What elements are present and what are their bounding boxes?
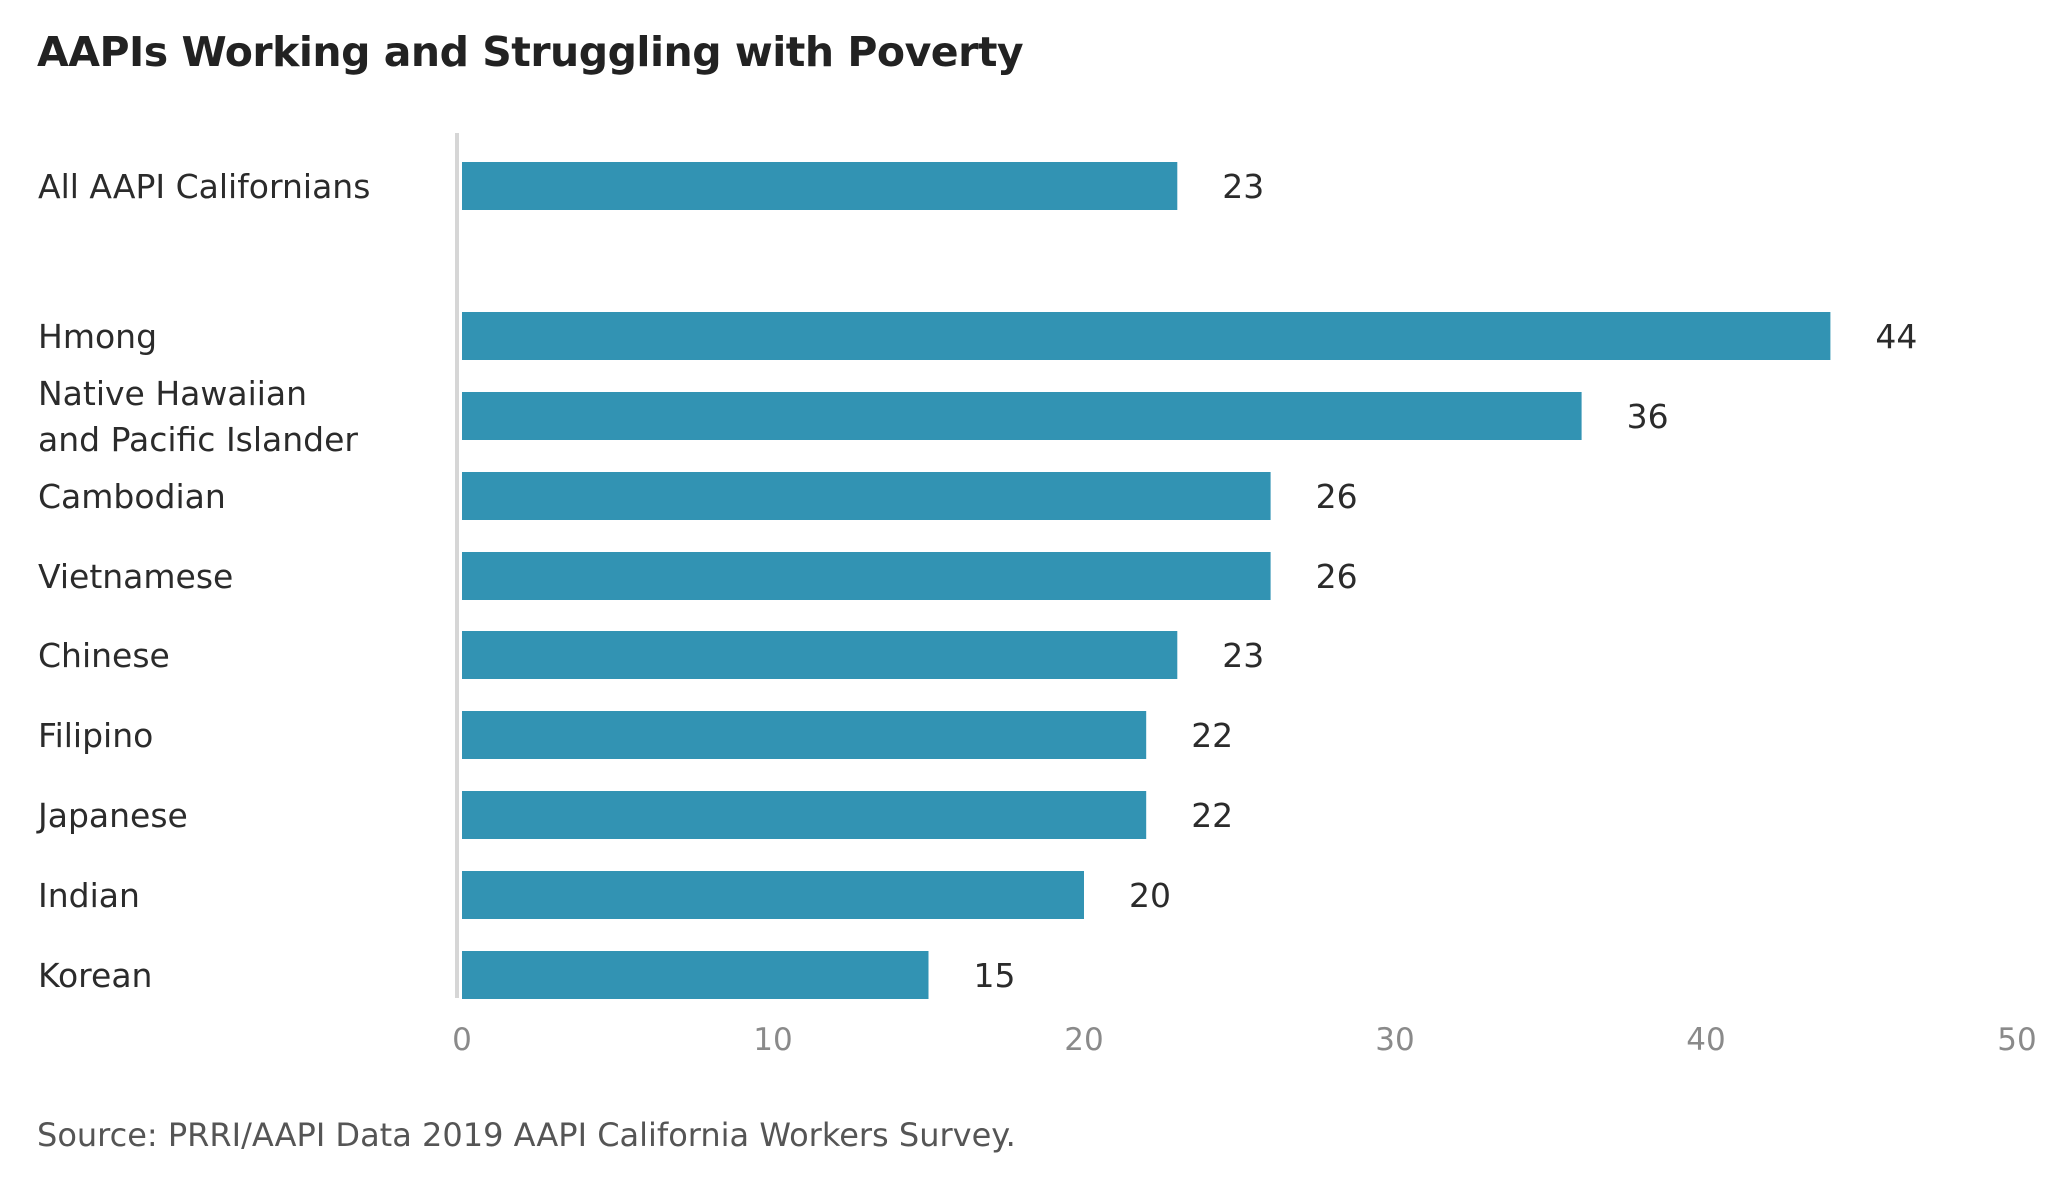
category-label-6: Filipino (38, 716, 153, 755)
bar-3 (462, 472, 1271, 520)
value-label-1: 44 (1875, 317, 1917, 356)
bar-8 (462, 871, 1084, 919)
bar-6 (462, 711, 1147, 759)
bar-4 (462, 552, 1271, 600)
category-labels: All AAPI Californians Hmong Native Hawaiia… (36, 167, 370, 995)
x-tick-2: 20 (1064, 1022, 1103, 1058)
value-label-6: 22 (1191, 716, 1233, 755)
chart-title: AAPIs Working and Struggling with Povert… (37, 28, 1024, 76)
category-label-2: Native Hawaiian and Pacific Islander (38, 374, 358, 459)
bar-5 (462, 631, 1178, 679)
value-label-2: 36 (1627, 397, 1669, 436)
bar-2 (462, 392, 1582, 440)
value-label-8: 20 (1129, 876, 1171, 915)
bar-1 (462, 312, 1831, 360)
category-label-8: Indian (38, 876, 140, 915)
category-label-0: All AAPI Californians (38, 167, 370, 206)
category-label-4: Vietnamese (38, 557, 233, 596)
category-label-1: Hmong (38, 317, 157, 356)
x-tick-1: 10 (753, 1022, 792, 1058)
category-label-5: Chinese (38, 636, 170, 675)
value-label-9: 15 (974, 956, 1016, 995)
x-tick-5: 50 (1997, 1022, 2036, 1058)
bar-0 (462, 162, 1178, 210)
bar-7 (462, 791, 1147, 839)
category-label-3: Cambodian (38, 477, 226, 516)
bar-9 (462, 951, 929, 999)
value-label-0: 23 (1222, 167, 1264, 206)
x-tick-4: 40 (1686, 1022, 1725, 1058)
chart-source: Source: PRRI/AAPI Data 2019 AAPI Califor… (37, 1116, 1016, 1154)
value-labels: 23 44 36 26 26 23 22 22 20 15 (974, 167, 1918, 995)
value-label-7: 22 (1191, 796, 1233, 835)
x-tick-0: 0 (452, 1022, 472, 1058)
x-tick-3: 30 (1375, 1022, 1414, 1058)
x-axis-ticks: 0 10 20 30 40 50 (452, 1022, 2037, 1058)
category-label-9: Korean (38, 956, 152, 995)
value-label-3: 26 (1316, 477, 1358, 516)
category-label-7: Japanese (36, 796, 188, 835)
value-label-4: 26 (1316, 557, 1358, 596)
value-label-5: 23 (1222, 636, 1264, 675)
bars (462, 162, 1831, 999)
